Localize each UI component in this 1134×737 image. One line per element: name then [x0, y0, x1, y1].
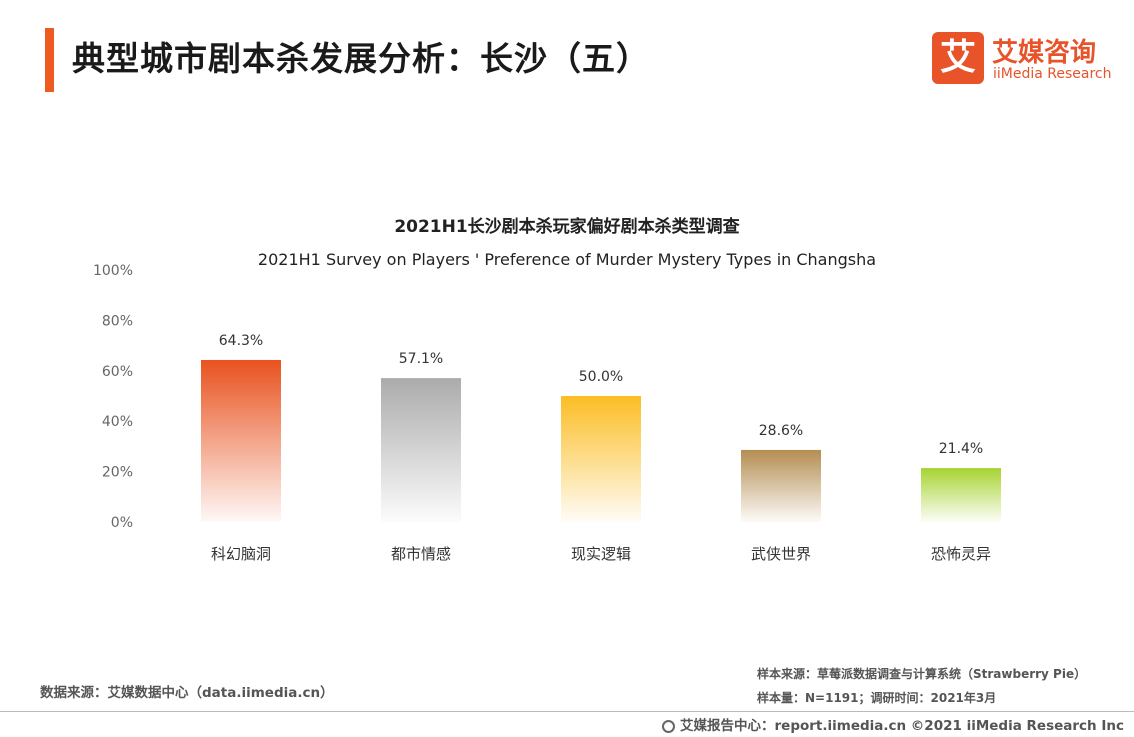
y-tick-label: 20% [102, 465, 133, 481]
y-tick-label: 40% [102, 414, 133, 430]
logo-icon: 艾 [932, 32, 984, 84]
y-tick-label: 100% [93, 263, 133, 279]
title-accent-bar [45, 28, 54, 92]
bar [561, 396, 641, 522]
sample-size: 样本量：N=1191；调研时间：2021年3月 [757, 691, 997, 705]
sample-source: 样本来源：草莓派数据调查与计算系统（Strawberry Pie） [757, 667, 1087, 681]
footer-copyright: 艾媒报告中心：report.iimedia.cn ©2021 iiMedia R… [662, 714, 1124, 734]
globe-icon [662, 720, 675, 733]
data-label: 28.6% [759, 423, 803, 439]
sample-info: 样本来源：草莓派数据调查与计算系统（Strawberry Pie） 样本量：N=… [757, 662, 1086, 710]
brand-logo: 艾 艾媒咨询 iiMedia Research [932, 32, 1122, 88]
y-tick-label: 60% [102, 364, 133, 380]
data-label: 57.1% [399, 351, 443, 367]
data-source: 数据来源：艾媒数据中心（data.iimedia.cn） [40, 685, 334, 701]
bar-chart: 0% 20% 40% 60% 80% 100% 64.3% 科幻脑洞 57.1% 都市情感 50.0… [93, 263, 1001, 563]
data-label: 64.3% [219, 333, 263, 349]
data-label: 21.4% [939, 441, 983, 457]
chart-title: 2021H1长沙剧本杀玩家偏好剧本杀类型调查 [394, 217, 740, 237]
data-label: 50.0% [579, 369, 623, 385]
x-tick-label: 武侠世界 [751, 545, 811, 563]
bar [201, 359, 281, 522]
chart-subtitle: 2021H1 Survey on Players ' Preference of… [257, 250, 877, 269]
footer-divider [0, 711, 1134, 712]
bar [741, 449, 821, 522]
page-title: 典型城市剧本杀发展分析：长沙（五） [72, 39, 650, 78]
x-tick-label: 都市情感 [391, 545, 451, 563]
x-tick-label: 恐怖灵异 [931, 545, 991, 563]
copyright-text: 艾媒报告中心：report.iimedia.cn ©2021 iiMedia R… [680, 718, 1124, 734]
logo-name-en: iiMedia Research [993, 66, 1112, 82]
bar [381, 378, 461, 522]
y-tick-label: 0% [111, 515, 133, 531]
bar [921, 468, 1001, 522]
x-tick-label: 现实逻辑 [571, 545, 631, 563]
y-tick-label: 80% [102, 313, 133, 329]
x-tick-label: 科幻脑洞 [211, 545, 271, 563]
logo-name-cn: 艾媒咨询 [992, 38, 1097, 68]
